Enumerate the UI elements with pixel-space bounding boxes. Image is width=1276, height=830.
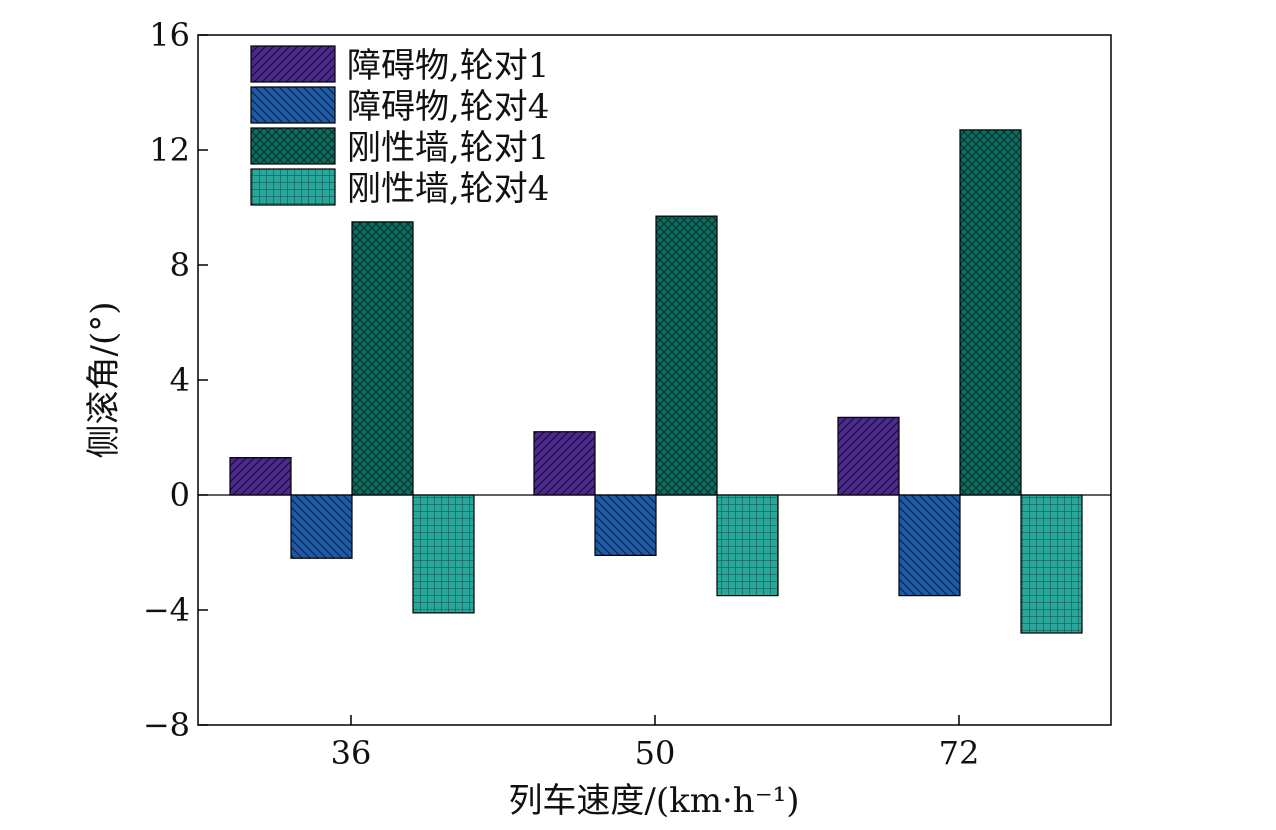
bar-series-1-cat-36 bbox=[229, 457, 292, 496]
y-tick-label: −4 bbox=[143, 591, 190, 629]
legend-swatch-4 bbox=[250, 168, 336, 206]
ticks-layer: 16 12 8 4 0 −4 −8 36 50 72 bbox=[143, 16, 980, 772]
bar-series-2-cat-50 bbox=[594, 494, 657, 556]
bar-series-3-cat-50 bbox=[655, 215, 718, 496]
y-tick-label: 8 bbox=[170, 246, 190, 284]
y-tick-label: −8 bbox=[143, 706, 190, 744]
bar-series-1-cat-72 bbox=[837, 416, 900, 496]
y-tick-label: 16 bbox=[149, 16, 190, 54]
bar-series-4-cat-50 bbox=[716, 494, 779, 597]
legend-swatch-2 bbox=[250, 86, 336, 124]
bar-series-3-cat-36 bbox=[351, 221, 414, 496]
y-axis-title: 侧滚角/(°) bbox=[84, 302, 124, 459]
legend-label-2: 障碍物,轮对4 bbox=[347, 87, 549, 127]
x-tick-label: 50 bbox=[635, 734, 676, 772]
y-tick-label: 4 bbox=[170, 361, 190, 399]
legend-swatch-1 bbox=[250, 45, 336, 83]
bar-series-2-cat-36 bbox=[290, 494, 353, 559]
bar-series-4-cat-36 bbox=[412, 494, 475, 614]
bars-layer bbox=[229, 129, 1083, 634]
x-tick-label: 36 bbox=[331, 734, 372, 772]
legend-label-4: 刚性墙,轮对4 bbox=[347, 169, 549, 209]
x-tick-label: 72 bbox=[939, 734, 980, 772]
bar-series-1-cat-50 bbox=[533, 431, 596, 496]
bar-series-2-cat-72 bbox=[898, 494, 961, 597]
legend-label-3: 刚性墙,轮对1 bbox=[347, 128, 549, 168]
y-tick-label: 12 bbox=[149, 131, 190, 169]
bar-series-3-cat-72 bbox=[959, 129, 1022, 496]
x-axis-title: 列车速度/(km·h⁻¹) bbox=[508, 781, 799, 821]
y-tick-label: 0 bbox=[170, 476, 190, 514]
legend-swatch-3 bbox=[250, 127, 336, 165]
legend-label-1: 障碍物,轮对1 bbox=[347, 46, 549, 86]
bar-series-4-cat-72 bbox=[1020, 494, 1083, 634]
